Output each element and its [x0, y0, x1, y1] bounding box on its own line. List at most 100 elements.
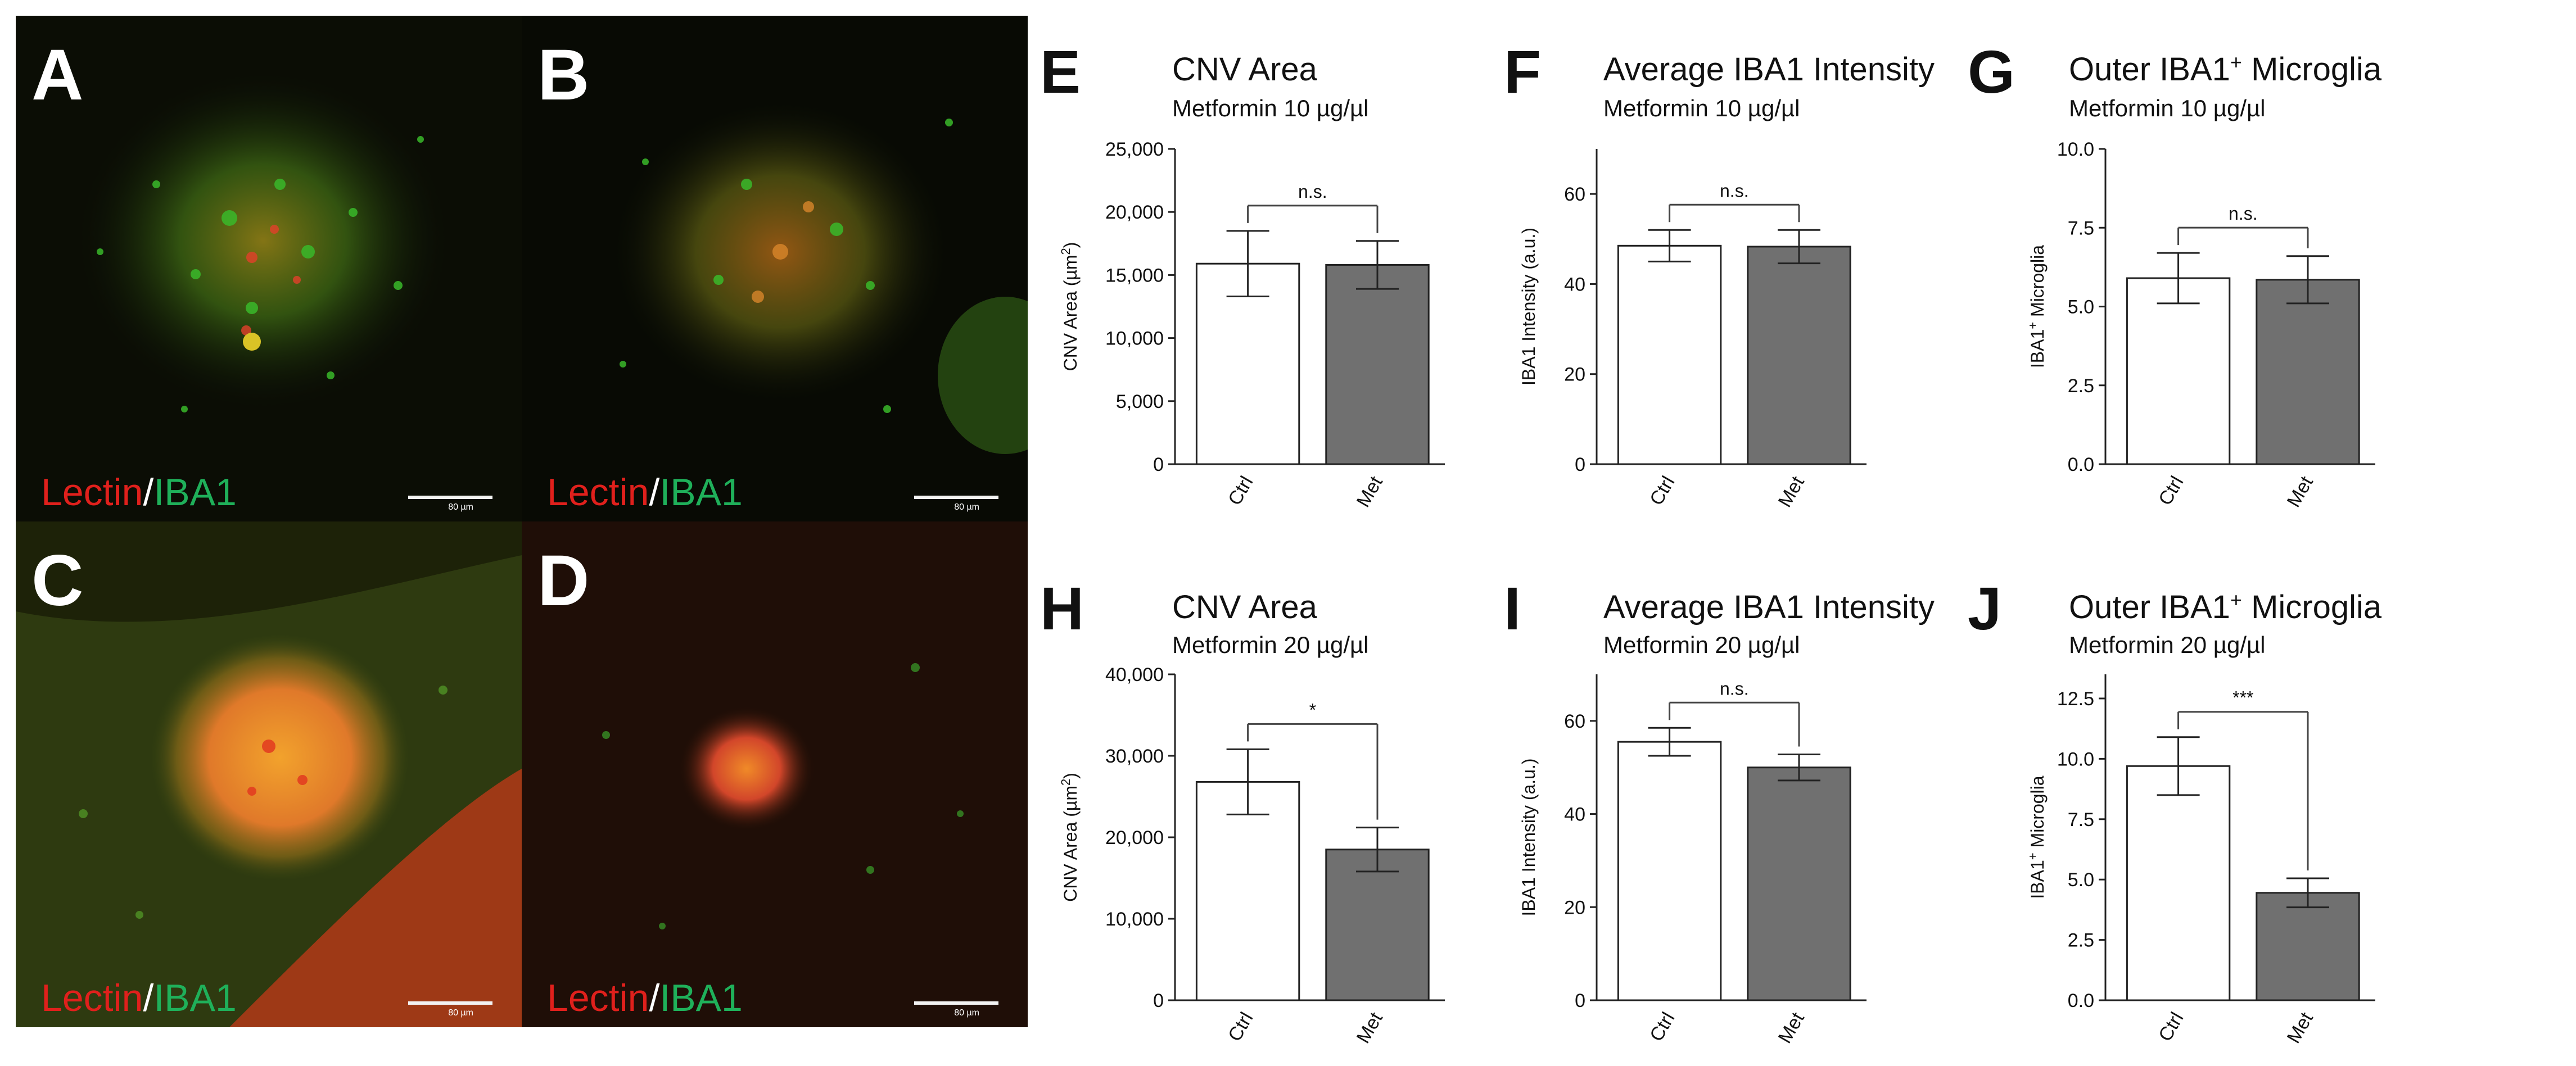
y-tick-label: 0 — [1153, 454, 1164, 475]
y-axis-label-group: IBA1+ Microglia — [2026, 775, 2048, 899]
significance-label: n.s. — [1298, 182, 1327, 202]
panel-letter-a: A — [31, 35, 84, 115]
chart-title: CNV Area — [1172, 51, 1318, 88]
stain-iba1-label: IBA1 — [153, 471, 237, 514]
y-tick-label: 40 — [1564, 274, 1585, 295]
micrograph-a-image — [16, 16, 522, 521]
y-tick-label: 0 — [1153, 990, 1164, 1011]
x-tick-label-group: Ctrl — [1224, 1009, 1257, 1045]
stain-lectin-label: Lectin — [547, 471, 649, 514]
chart-panel-g: G Outer IBA1+ Microglia Metformin 10 µg/µl… — [1968, 38, 2382, 511]
x-tick-label: Met — [1774, 473, 1809, 511]
bar-met — [1747, 766, 1851, 1001]
y-axis-label-group: CNV Area (µm2) — [1059, 242, 1081, 371]
y-tick-label: 10,000 — [1105, 328, 1164, 350]
y-tick-label: 10.0 — [2057, 749, 2094, 770]
y-axis-label: CNV Area (µm2) — [1059, 773, 1081, 902]
chart-title: CNV Area — [1172, 589, 1318, 625]
x-tick-label-group: Met — [1353, 473, 1388, 511]
chart-subtitle: Metformin 20 µg/µl — [1603, 632, 1800, 658]
y-tick-label: 40,000 — [1105, 664, 1164, 686]
panel-letter: F — [1504, 38, 1541, 106]
stain-separator: / — [649, 471, 660, 514]
chart-title: Outer IBA1+ Microglia — [2069, 588, 2382, 626]
chart-panel-f: F Average IBA1 Intensity Metformin 10 µg/µ… — [1504, 38, 1935, 511]
x-tick-label: Met — [2283, 473, 2318, 511]
stain-legend-c: Lectin/IBA1 — [41, 979, 237, 1017]
x-tick-label-group: Ctrl — [1646, 473, 1679, 509]
stain-lectin-label: Lectin — [41, 977, 143, 1019]
x-tick-label: Ctrl — [1224, 1009, 1257, 1045]
bar-chart-panels: E CNV Area Metformin 10 µg/µl 0 5,000 10,000 1… — [1040, 38, 2382, 1047]
micrograph-b: B Lectin/IBA1 80 µm — [522, 16, 1028, 521]
y-axis-label-group: IBA1 Intensity (a.u.) — [1519, 758, 1539, 916]
scale-bar — [914, 496, 998, 499]
y-tick-label: 40 — [1564, 804, 1585, 825]
stain-lectin-label: Lectin — [41, 471, 143, 514]
chart-subtitle: Metformin 20 µg/µl — [2069, 632, 2266, 658]
y-axis-label: IBA1 Intensity (a.u.) — [1519, 228, 1539, 385]
bar-met — [2256, 892, 2360, 1001]
bar-met — [1747, 246, 1851, 465]
x-tick-label: Met — [1353, 1009, 1388, 1047]
significance-label: *** — [2232, 688, 2253, 708]
x-tick-label-group: Met — [2283, 473, 2318, 511]
y-tick-label: 7.5 — [2068, 809, 2094, 831]
panel-letter: E — [1040, 38, 1081, 106]
chart-panel-e: E CNV Area Metformin 10 µg/µl 0 5,000 10,000 1… — [1040, 38, 1445, 511]
scale-bar — [408, 496, 492, 499]
chart-subtitle: Metformin 10 µg/µl — [2069, 95, 2266, 121]
bar-met — [1325, 264, 1430, 465]
stain-legend-a: Lectin/IBA1 — [41, 473, 237, 511]
y-tick-label: 12.5 — [2057, 688, 2094, 710]
x-tick-label-group: Ctrl — [2154, 473, 2188, 509]
chart-subtitle: Metformin 10 µg/µl — [1172, 95, 1369, 121]
chart-panel-h: H CNV Area Metformin 20 µg/µl 0 10,000 20,000… — [1040, 574, 1445, 1047]
chart-subtitle: Metformin 20 µg/µl — [1172, 632, 1369, 658]
micrograph-d-image — [522, 521, 1028, 1027]
chart-subtitle: Metformin 10 µg/µl — [1603, 95, 1800, 121]
y-tick-label: 5.0 — [2068, 869, 2094, 891]
panel-letter: I — [1504, 574, 1521, 642]
y-tick-label: 20,000 — [1105, 202, 1164, 223]
x-tick-label-group: Met — [1353, 1009, 1388, 1047]
y-tick-label: 0.0 — [2068, 990, 2094, 1011]
stain-separator: / — [143, 977, 154, 1019]
x-tick-label-group: Met — [1774, 1009, 1809, 1047]
chart-title: Average IBA1 Intensity — [1603, 51, 1935, 88]
y-tick-label: 2.5 — [2068, 375, 2094, 397]
stain-iba1-label: IBA1 — [659, 977, 743, 1019]
significance-label: n.s. — [1720, 678, 1749, 698]
y-tick-label: 15,000 — [1105, 265, 1164, 286]
y-tick-label: 60 — [1564, 184, 1585, 205]
micrograph-d: D Lectin/IBA1 80 µm — [522, 521, 1028, 1027]
y-tick-label: 25,000 — [1105, 139, 1164, 160]
micrograph-a: A Lectin/IBA1 80 µm — [16, 16, 522, 521]
significance-label: n.s. — [1720, 180, 1749, 201]
bar-ctrl — [1617, 741, 1722, 1001]
bar-met — [2256, 279, 2360, 465]
y-tick-label: 20 — [1564, 897, 1585, 918]
x-tick-label-group: Met — [1774, 473, 1809, 511]
y-tick-label: 0.0 — [2068, 454, 2094, 475]
stain-legend-b: Lectin/IBA1 — [547, 473, 743, 511]
x-tick-label: Met — [1774, 1009, 1809, 1047]
micrograph-grid: A Lectin/IBA1 80 µm — [16, 16, 1028, 1027]
stain-separator: / — [143, 471, 154, 514]
y-axis-label-group: IBA1+ Microglia — [2026, 245, 2048, 368]
bar-met — [1325, 849, 1430, 1001]
micrograph-c-image — [16, 521, 522, 1027]
panel-letter-b: B — [537, 35, 590, 115]
bar-ctrl — [1617, 244, 1722, 465]
bar-ctrl — [1195, 781, 1300, 1001]
x-tick-label: Ctrl — [1224, 473, 1257, 509]
bar-ctrl — [2126, 277, 2231, 465]
y-axis-label-group: CNV Area (µm2) — [1059, 773, 1081, 902]
significance-label: * — [1309, 700, 1316, 720]
chart-title: Outer IBA1+ Microglia — [2069, 51, 2382, 88]
x-tick-label: Ctrl — [1646, 1009, 1679, 1045]
scale-bar — [914, 1001, 998, 1005]
bar-ctrl — [2126, 765, 2231, 1001]
stain-iba1-label: IBA1 — [659, 471, 743, 514]
panel-letter-d: D — [537, 541, 590, 621]
